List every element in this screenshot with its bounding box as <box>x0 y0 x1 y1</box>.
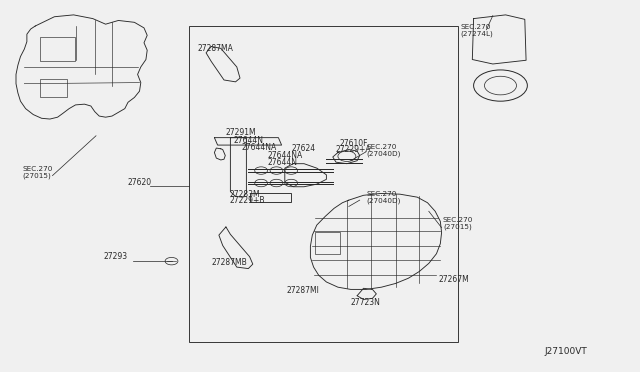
Text: 27644NA: 27644NA <box>268 151 303 160</box>
Text: 27293: 27293 <box>104 252 128 261</box>
Text: 27644N: 27644N <box>268 158 298 167</box>
Text: 27291M: 27291M <box>225 128 256 137</box>
Text: 27644NA: 27644NA <box>242 143 277 152</box>
Text: SEC.270: SEC.270 <box>22 166 52 172</box>
Text: 27229+B: 27229+B <box>229 196 264 205</box>
Text: SEC.270: SEC.270 <box>366 191 396 197</box>
Text: SEC.270: SEC.270 <box>443 217 473 223</box>
Text: 27287MI: 27287MI <box>287 286 319 295</box>
Text: 27229+A: 27229+A <box>335 145 371 154</box>
Bar <box>40 37 75 61</box>
Text: 27610F: 27610F <box>339 139 368 148</box>
Text: 27287MA: 27287MA <box>197 44 233 53</box>
Text: 27644N: 27644N <box>234 136 264 145</box>
Text: J27100VT: J27100VT <box>544 347 587 356</box>
Text: 27287MB: 27287MB <box>211 258 247 267</box>
Text: (27274L): (27274L) <box>461 30 493 37</box>
Text: 27620: 27620 <box>128 178 152 187</box>
Bar <box>40 79 67 97</box>
Text: SEC.270: SEC.270 <box>366 144 396 150</box>
Text: (27040D): (27040D) <box>366 198 401 204</box>
Bar <box>315 232 340 254</box>
Text: 27624: 27624 <box>291 144 316 153</box>
Text: (27015): (27015) <box>443 224 472 230</box>
Text: (27015): (27015) <box>22 172 51 179</box>
Text: SEC.270: SEC.270 <box>461 24 491 30</box>
Bar <box>250 193 291 202</box>
Text: 27283M: 27283M <box>229 190 260 199</box>
Text: (27040D): (27040D) <box>366 150 401 157</box>
Bar <box>189 26 458 342</box>
Text: 27267M: 27267M <box>438 275 469 284</box>
Text: 27723N: 27723N <box>351 298 381 307</box>
